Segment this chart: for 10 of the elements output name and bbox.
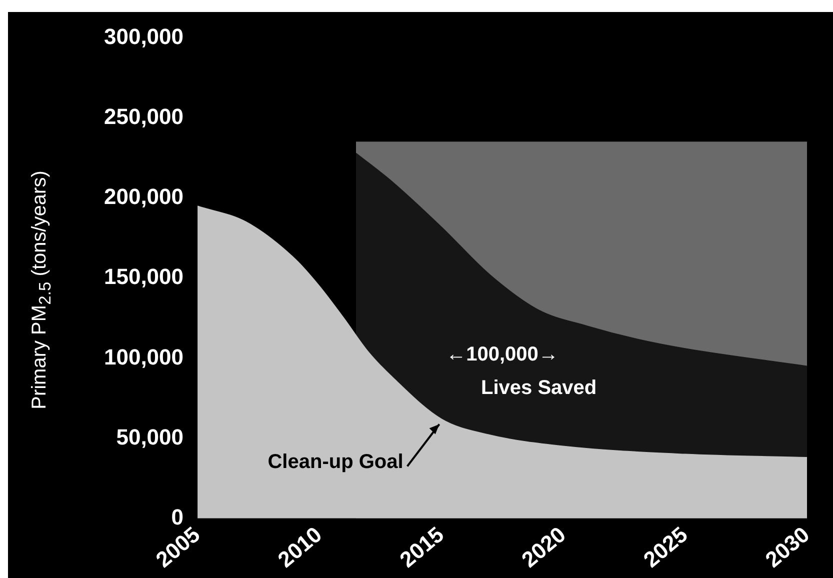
- annotation: Clean-up Goal: [268, 450, 404, 473]
- y-tick-label: 100,000: [104, 344, 184, 370]
- annotation: Lives Saved: [481, 377, 597, 400]
- y-tick-label: 150,000: [104, 264, 184, 290]
- y-tick-label: 50,000: [116, 424, 184, 450]
- y-tick-label: 250,000: [104, 104, 184, 130]
- y-tick-label: 0: [171, 504, 184, 530]
- y-tick-label: 200,000: [104, 184, 184, 210]
- y-tick-label: 300,000: [104, 24, 184, 50]
- annotation: ←100,000→: [446, 344, 558, 366]
